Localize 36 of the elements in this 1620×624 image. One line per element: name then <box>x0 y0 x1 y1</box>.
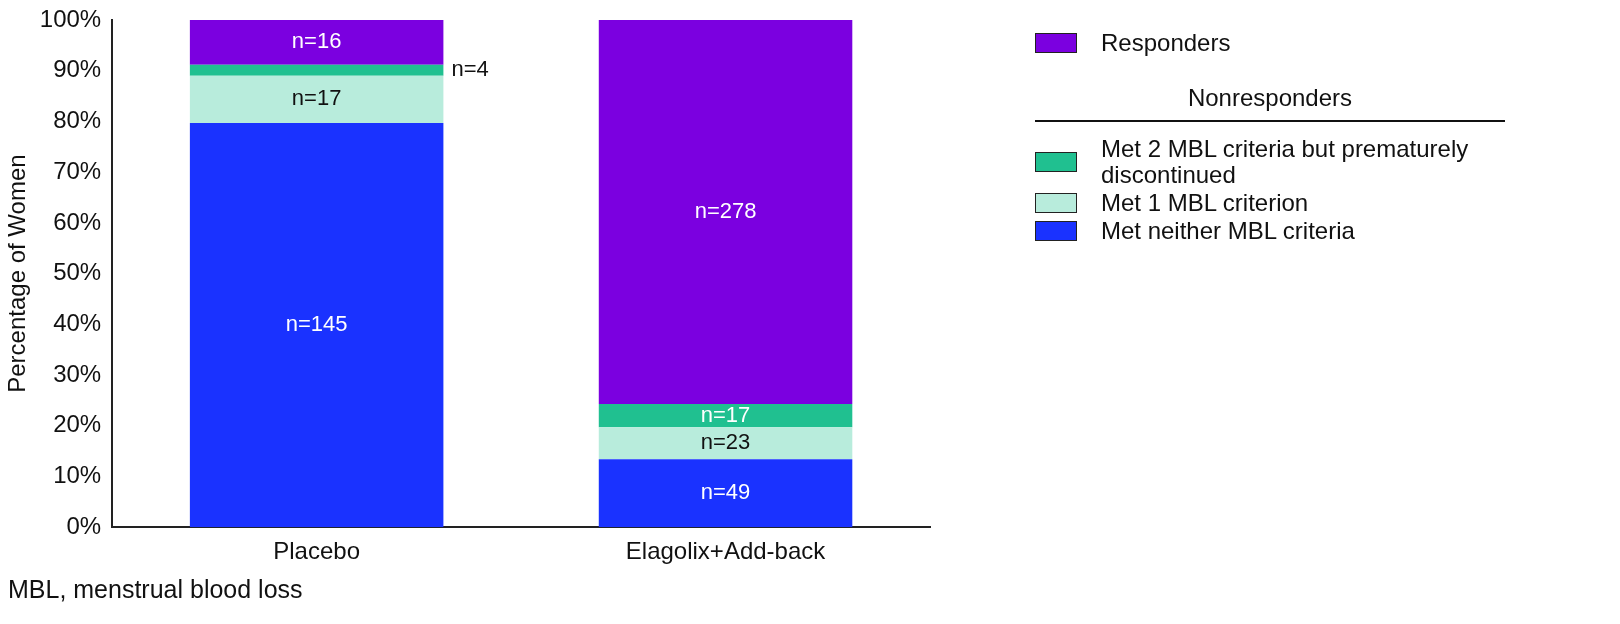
x-tick-label: Placebo <box>273 537 360 565</box>
bar <box>598 427 853 460</box>
y-tick-label: 20% <box>53 410 102 438</box>
bar <box>189 122 444 528</box>
y-tick-label: 100% <box>39 4 102 32</box>
bar <box>598 403 853 428</box>
legend-label: Met neither MBL criteria <box>1101 217 1355 244</box>
y-tick-label: 0% <box>66 511 102 539</box>
y-tick-label: 10% <box>53 461 102 489</box>
bar <box>189 75 444 123</box>
y-tick-label: 90% <box>53 55 102 83</box>
bar <box>189 20 444 65</box>
bar <box>598 20 853 404</box>
legend-label: Met 2 MBL criteria but prematurely discontinued <box>1101 135 1470 188</box>
y-axis-title: Percentage of Women <box>3 154 31 393</box>
annotation: n=4 <box>451 56 489 82</box>
annotation: n=145 <box>285 311 348 337</box>
text: Nonresponders <box>1035 58 1505 122</box>
y-tick-label: 80% <box>53 106 102 134</box>
y-tick-label: 40% <box>53 308 102 336</box>
y-tick-label: 60% <box>53 207 102 235</box>
bar <box>189 64 444 76</box>
y-tick-label: 30% <box>53 359 102 387</box>
x-tick-label: Elagolix+Add-back <box>625 537 827 565</box>
annotation: n=278 <box>694 198 757 224</box>
bar <box>598 459 853 528</box>
annotation: n=17 <box>700 401 751 427</box>
annotation: n=23 <box>700 429 751 455</box>
text: MBL, menstrual blood loss <box>8 575 303 604</box>
legend-label: Responders <box>1101 29 1231 56</box>
y-tick-label: 50% <box>53 258 102 286</box>
y-tick-label: 70% <box>53 156 102 184</box>
annotation: n=49 <box>700 479 751 505</box>
legend-label: Met 1 MBL criterion <box>1101 189 1309 216</box>
annotation: n=17 <box>291 85 342 111</box>
annotation: n=16 <box>291 28 342 54</box>
